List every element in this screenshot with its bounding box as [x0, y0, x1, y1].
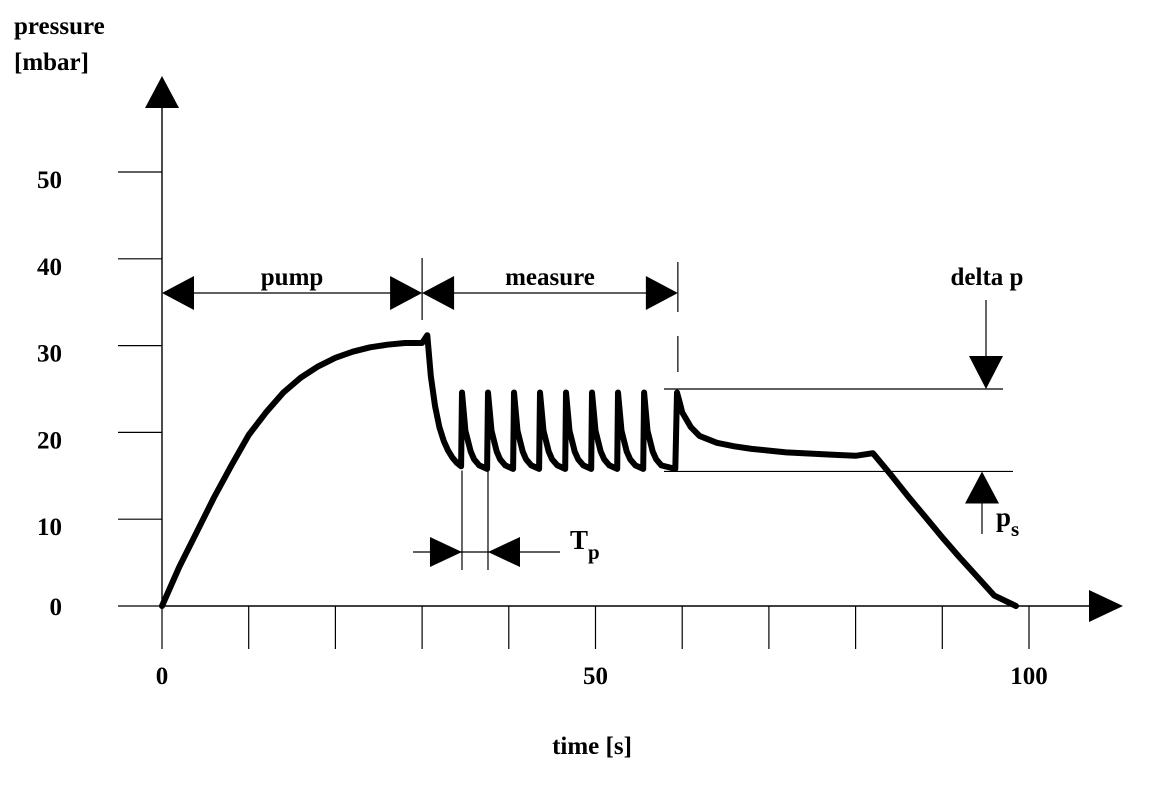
- axis-ticks: 0 10 20 30 40 50 0 50 100: [37, 167, 1048, 690]
- x-axis-arrowhead: [1089, 590, 1123, 622]
- level-lines: [664, 388, 1013, 473]
- y-axis-arrowhead: [145, 76, 179, 108]
- period-label: Tp: [570, 525, 600, 564]
- y-tick-label: 20: [37, 427, 62, 454]
- x-tick-label: 100: [1010, 663, 1048, 690]
- y-axis-title-line2: [mbar]: [14, 49, 89, 76]
- axes: [145, 76, 1123, 622]
- period-arrowhead-right: [487, 537, 520, 567]
- phase-label: pump: [261, 264, 324, 291]
- setpoint-arrowhead: [965, 471, 999, 504]
- x-tick-label: 50: [583, 663, 608, 690]
- phase-label: measure: [505, 264, 595, 291]
- x-axis-title: time [s]: [552, 733, 632, 760]
- y-tick-label: 0: [50, 594, 63, 621]
- y-tick-label: 30: [37, 341, 62, 368]
- delta-p-arrowhead: [969, 356, 1003, 389]
- period-arrowhead-left: [429, 537, 462, 567]
- delta-p-label: delta p: [951, 264, 1024, 291]
- pressure-curve: [159, 332, 1019, 609]
- phase-arrowhead-right: [645, 276, 678, 310]
- setpoint-label-subscript: s: [1011, 517, 1019, 541]
- y-axis-title-line1: pressure: [14, 13, 105, 40]
- phase-arrowhead-left: [422, 276, 455, 310]
- period-label-subscript: p: [588, 540, 600, 564]
- phase-arrowhead-right: [390, 276, 423, 310]
- y-tick-label: 10: [37, 514, 62, 541]
- x-tick-label: 0: [156, 663, 169, 690]
- pressure-curve-group: [159, 332, 1019, 609]
- setpoint-label: ps: [996, 502, 1019, 541]
- phase-markers: pump measure: [162, 258, 679, 372]
- phase-arrowhead-left: [162, 276, 194, 310]
- y-tick-label: 50: [37, 167, 62, 194]
- y-tick-label: 40: [37, 254, 62, 281]
